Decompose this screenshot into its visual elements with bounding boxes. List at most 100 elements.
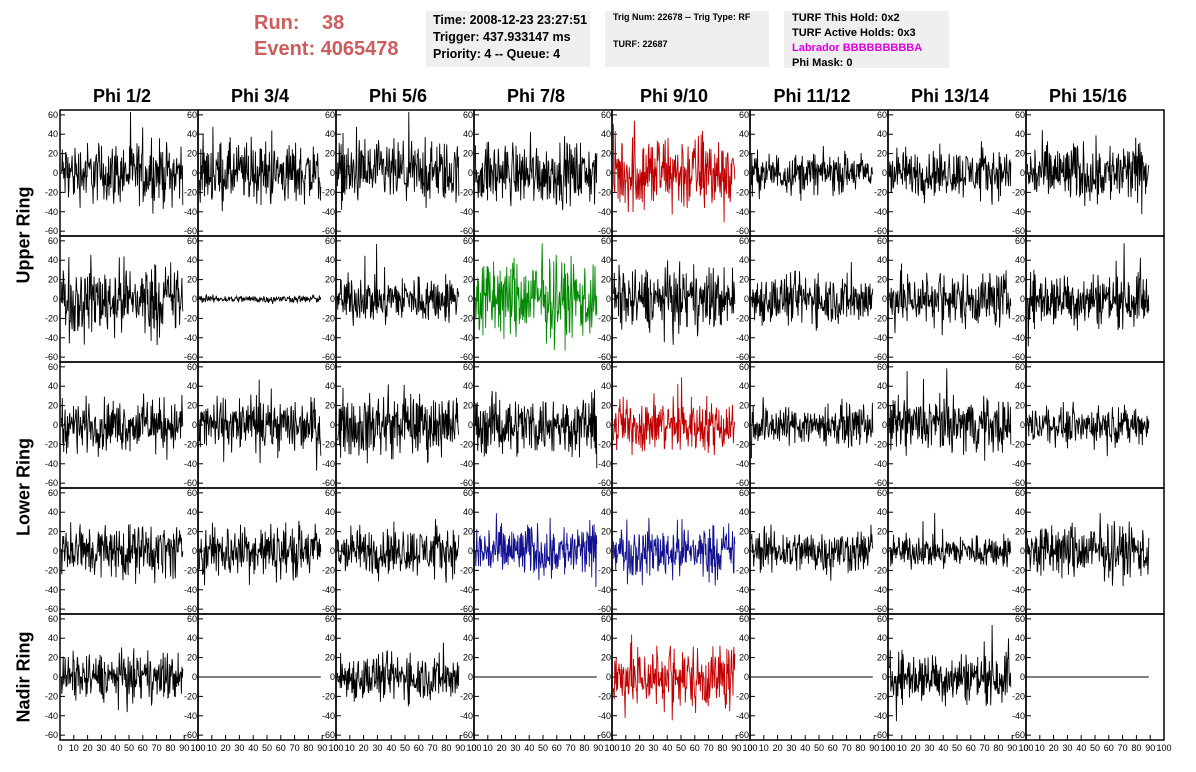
y-tick-label: -40: [874, 459, 887, 469]
column-heading: Phi 1/2: [92, 86, 152, 106]
y-tick-label: -40: [184, 459, 197, 469]
y-tick-label: 20: [1015, 527, 1025, 537]
y-tick-label: 60: [325, 110, 335, 120]
waveform-line: [198, 126, 322, 212]
x-tick-label: 10: [897, 743, 907, 753]
y-tick-label: -20: [874, 313, 887, 323]
y-tick-label: -40: [322, 585, 335, 595]
y-tick-label: 40: [739, 381, 749, 391]
waveform-line: [198, 520, 322, 586]
y-tick-label: 20: [739, 275, 749, 285]
y-tick-label: -40: [598, 333, 611, 343]
y-tick-label: -40: [874, 711, 887, 721]
labrador-line: Labrador BBBBBBBBBA: [792, 42, 923, 54]
y-tick-label: -60: [460, 478, 473, 488]
y-tick-label: -40: [322, 459, 335, 469]
x-tick-label: 100: [742, 743, 757, 753]
y-tick-label: -40: [322, 711, 335, 721]
y-tick-label: 20: [601, 401, 611, 411]
y-tick-label: 0: [468, 420, 473, 430]
y-tick-label: -60: [874, 352, 887, 362]
y-tick-label: 0: [1020, 168, 1025, 178]
y-tick-label: 0: [606, 420, 611, 430]
x-tick-label: 20: [911, 743, 921, 753]
x-tick-label: 10: [621, 743, 631, 753]
x-tick-label: 80: [303, 743, 313, 753]
y-tick-label: -60: [1012, 478, 1025, 488]
y-tick-label: -40: [45, 585, 58, 595]
y-tick-label: -20: [1012, 187, 1025, 197]
waveform-line: [336, 111, 460, 210]
y-tick-label: 40: [1015, 507, 1025, 517]
x-tick-label: 70: [290, 743, 300, 753]
y-tick-label: 0: [744, 546, 749, 556]
x-tick-label: 10: [207, 743, 217, 753]
x-tick-label: 0: [609, 743, 614, 753]
y-tick-label: 20: [601, 653, 611, 663]
y-tick-label: -40: [184, 207, 197, 217]
y-tick-label: -40: [736, 711, 749, 721]
waveform-line: [336, 243, 460, 326]
y-tick-label: -40: [322, 333, 335, 343]
y-tick-label: -60: [322, 352, 335, 362]
waveform-line: [474, 243, 598, 351]
y-tick-label: 60: [463, 236, 473, 246]
x-tick-label: 100: [604, 743, 619, 753]
y-tick-label: 60: [187, 362, 197, 372]
y-tick-label: -60: [184, 730, 197, 740]
y-tick-label: -40: [1012, 333, 1025, 343]
x-tick-label: 90: [455, 743, 465, 753]
x-tick-label: 60: [138, 743, 148, 753]
y-tick-label: -40: [460, 459, 473, 469]
y-tick-label: 0: [606, 294, 611, 304]
column-heading: Phi 13/14: [910, 86, 990, 106]
y-tick-label: 20: [187, 527, 197, 537]
y-tick-label: 0: [882, 546, 887, 556]
y-tick-label: 20: [601, 149, 611, 159]
y-tick-label: -20: [322, 565, 335, 575]
x-tick-label: 100: [880, 743, 895, 753]
y-tick-label: 60: [1015, 362, 1025, 372]
y-tick-label: 20: [187, 401, 197, 411]
y-tick-label: 40: [187, 129, 197, 139]
y-tick-label: 0: [606, 168, 611, 178]
y-tick-label: 60: [1015, 614, 1025, 624]
y-tick-label: 60: [48, 614, 58, 624]
trigger-line: Trigger: 437.933147 ms: [433, 30, 571, 44]
waveform-line: [198, 293, 322, 305]
run-label: Run:: [254, 12, 300, 34]
x-tick-label: 40: [1076, 743, 1086, 753]
waveform-line: [474, 131, 598, 211]
column-heading: Phi 3/4: [230, 86, 290, 106]
y-tick-label: 40: [325, 633, 335, 643]
y-tick-label: -60: [184, 226, 197, 236]
y-tick-label: -60: [736, 730, 749, 740]
y-tick-label: -40: [598, 711, 611, 721]
y-tick-label: -20: [45, 439, 58, 449]
y-tick-label: 40: [739, 507, 749, 517]
y-tick-label: -20: [598, 691, 611, 701]
waveform-line: [612, 260, 736, 345]
y-tick-label: 40: [739, 255, 749, 265]
y-tick-label: 20: [601, 275, 611, 285]
y-tick-label: 40: [877, 633, 887, 643]
y-tick-label: 0: [606, 672, 611, 682]
y-tick-label: -20: [598, 313, 611, 323]
y-tick-label: 0: [882, 294, 887, 304]
y-tick-label: -60: [736, 352, 749, 362]
x-tick-label: 60: [828, 743, 838, 753]
y-tick-label: 0: [192, 168, 197, 178]
y-tick-label: -40: [45, 459, 58, 469]
y-tick-label: 20: [187, 653, 197, 663]
y-tick-label: 60: [463, 488, 473, 498]
y-tick-label: -20: [1012, 565, 1025, 575]
y-tick-label: 40: [48, 381, 58, 391]
y-tick-label: -60: [874, 226, 887, 236]
x-tick-label: 90: [1007, 743, 1017, 753]
y-tick-label: -60: [736, 226, 749, 236]
y-tick-label: -60: [598, 604, 611, 614]
x-tick-label: 10: [483, 743, 493, 753]
x-tick-label: 30: [924, 743, 934, 753]
x-tick-label: 90: [317, 743, 327, 753]
y-tick-label: -60: [184, 352, 197, 362]
